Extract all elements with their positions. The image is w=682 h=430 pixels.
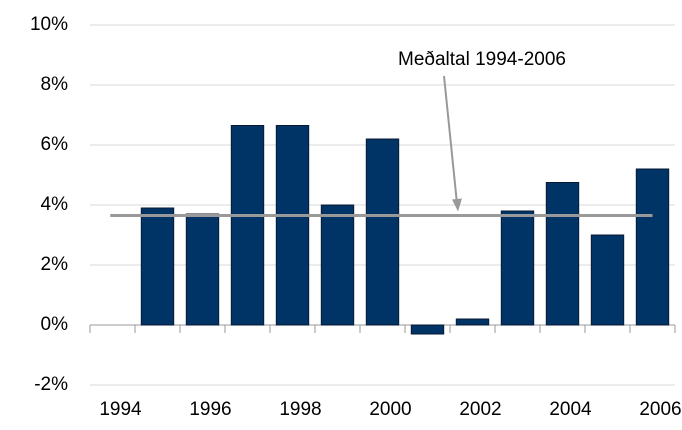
bar <box>140 207 175 326</box>
bar <box>500 210 535 326</box>
x-tick-label: 2000 <box>369 399 411 420</box>
bar <box>230 125 265 326</box>
y-tick-label: -2% <box>34 374 68 395</box>
x-tick-label: 1996 <box>189 399 231 420</box>
x-tick-label: 1994 <box>99 399 142 420</box>
y-tick-label: 4% <box>41 194 69 215</box>
x-tick-label: 1998 <box>279 399 321 420</box>
x-tick-label: 2002 <box>459 399 501 420</box>
arrow-head <box>452 198 462 212</box>
y-tick-label: 8% <box>41 74 69 95</box>
bar <box>635 168 670 326</box>
bar <box>410 324 445 335</box>
bar <box>275 125 310 326</box>
bar <box>545 182 580 326</box>
average-label: Meðaltal 1994-2006 <box>398 49 566 70</box>
y-tick-label: 6% <box>41 134 69 155</box>
y-tick-label: 10% <box>30 14 68 35</box>
y-tick-label: 0% <box>41 314 69 335</box>
bar <box>320 204 355 326</box>
x-tick-label: 2006 <box>639 399 681 420</box>
x-tick-label: 2004 <box>549 399 592 420</box>
bar <box>185 213 220 326</box>
y-tick-label: 2% <box>41 254 69 275</box>
bar <box>590 234 625 326</box>
bar <box>455 318 490 326</box>
average-arrow <box>443 75 458 204</box>
bar <box>365 138 400 326</box>
